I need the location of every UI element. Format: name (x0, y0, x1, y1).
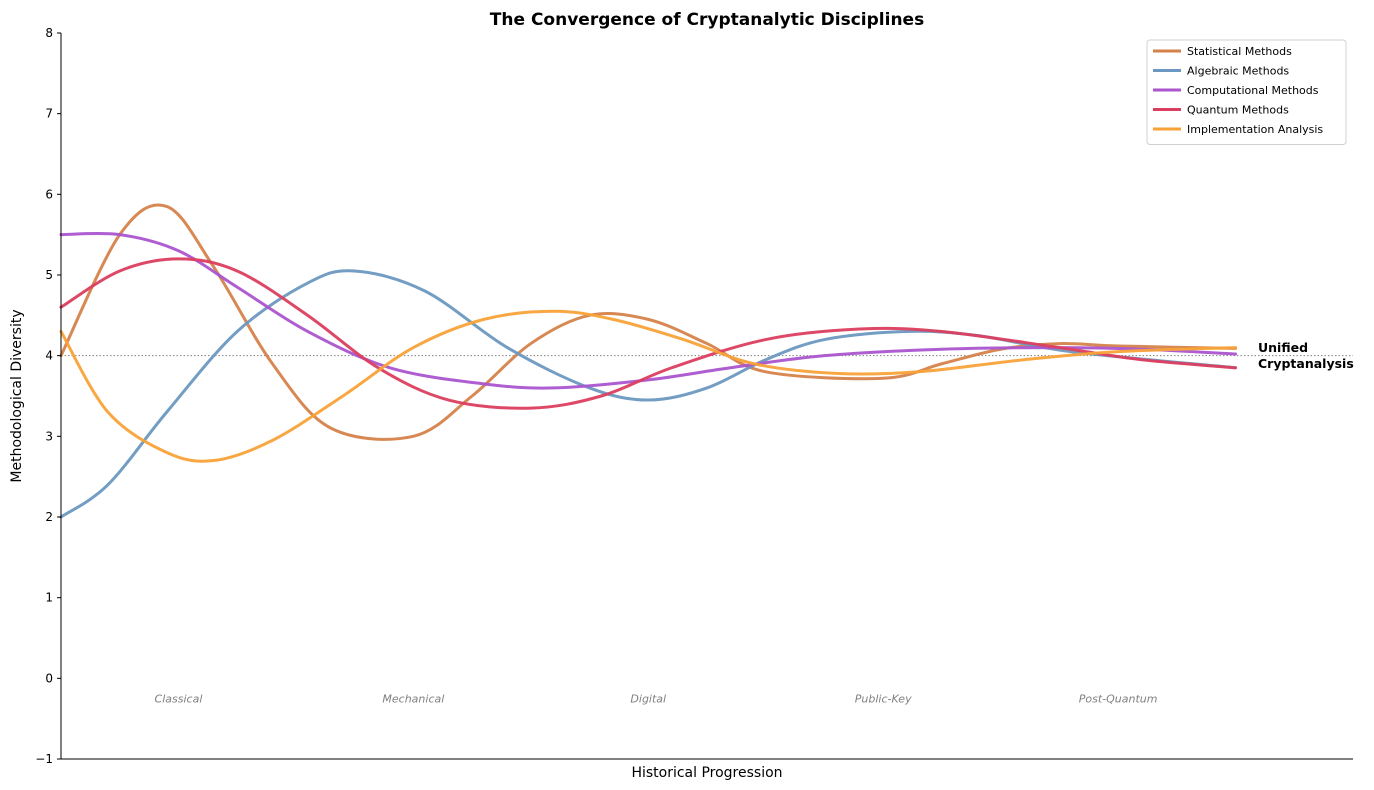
legend-entry: Statistical Methods (1187, 45, 1292, 58)
legend-entry: Implementation Analysis (1187, 123, 1323, 136)
y-tick-label: 8 (45, 26, 53, 40)
series-line-3 (59, 231, 1238, 390)
y-tick-label: 4 (45, 349, 53, 363)
y-tick-label: 3 (45, 429, 53, 443)
chart-title: The Convergence of Cryptanalytic Discipl… (490, 10, 924, 30)
y-tick-label: 6 (45, 187, 53, 201)
legend-entry: Quantum Methods (1187, 104, 1289, 117)
annotation-line-1: Unified (1258, 340, 1308, 355)
y-tick-label: −1 (35, 752, 53, 766)
legend: Statistical Methods Algebraic Methods Comp… (1146, 39, 1347, 145)
series-line-5 (59, 309, 1238, 463)
y-axis-label: Methodological Diversity (9, 309, 25, 482)
era-label: Digital (630, 693, 666, 706)
era-label: Public-Key (855, 693, 912, 706)
y-tick-label: 5 (45, 268, 53, 282)
x-axis-label: Historical Progression (631, 765, 782, 781)
legend-entry: Algebraic Methods (1187, 65, 1289, 78)
legend-box (1146, 39, 1347, 145)
plot-area (59, 33, 1353, 760)
series-line-1 (59, 203, 1238, 441)
series-line-4 (59, 257, 1238, 410)
y-tick-label: 1 (45, 591, 53, 605)
era-label: Mechanical (382, 693, 444, 706)
era-labels: Classical Mechanical Digital Public-Key Post… (155, 693, 1158, 706)
y-axis-ticks: −1 0 1 2 3 4 5 6 7 8 (35, 26, 61, 766)
y-tick-label: 0 (45, 671, 53, 685)
annotation: Unified Cryptanalysis (1258, 340, 1354, 371)
era-label: Classical (155, 693, 203, 706)
era-label: Post-Quantum (1079, 693, 1158, 706)
y-tick-label: 7 (45, 107, 53, 121)
legend-entry: Computational Methods (1187, 84, 1319, 97)
y-tick-label: 2 (45, 510, 53, 524)
annotation-line-2: Cryptanalysis (1258, 356, 1354, 371)
